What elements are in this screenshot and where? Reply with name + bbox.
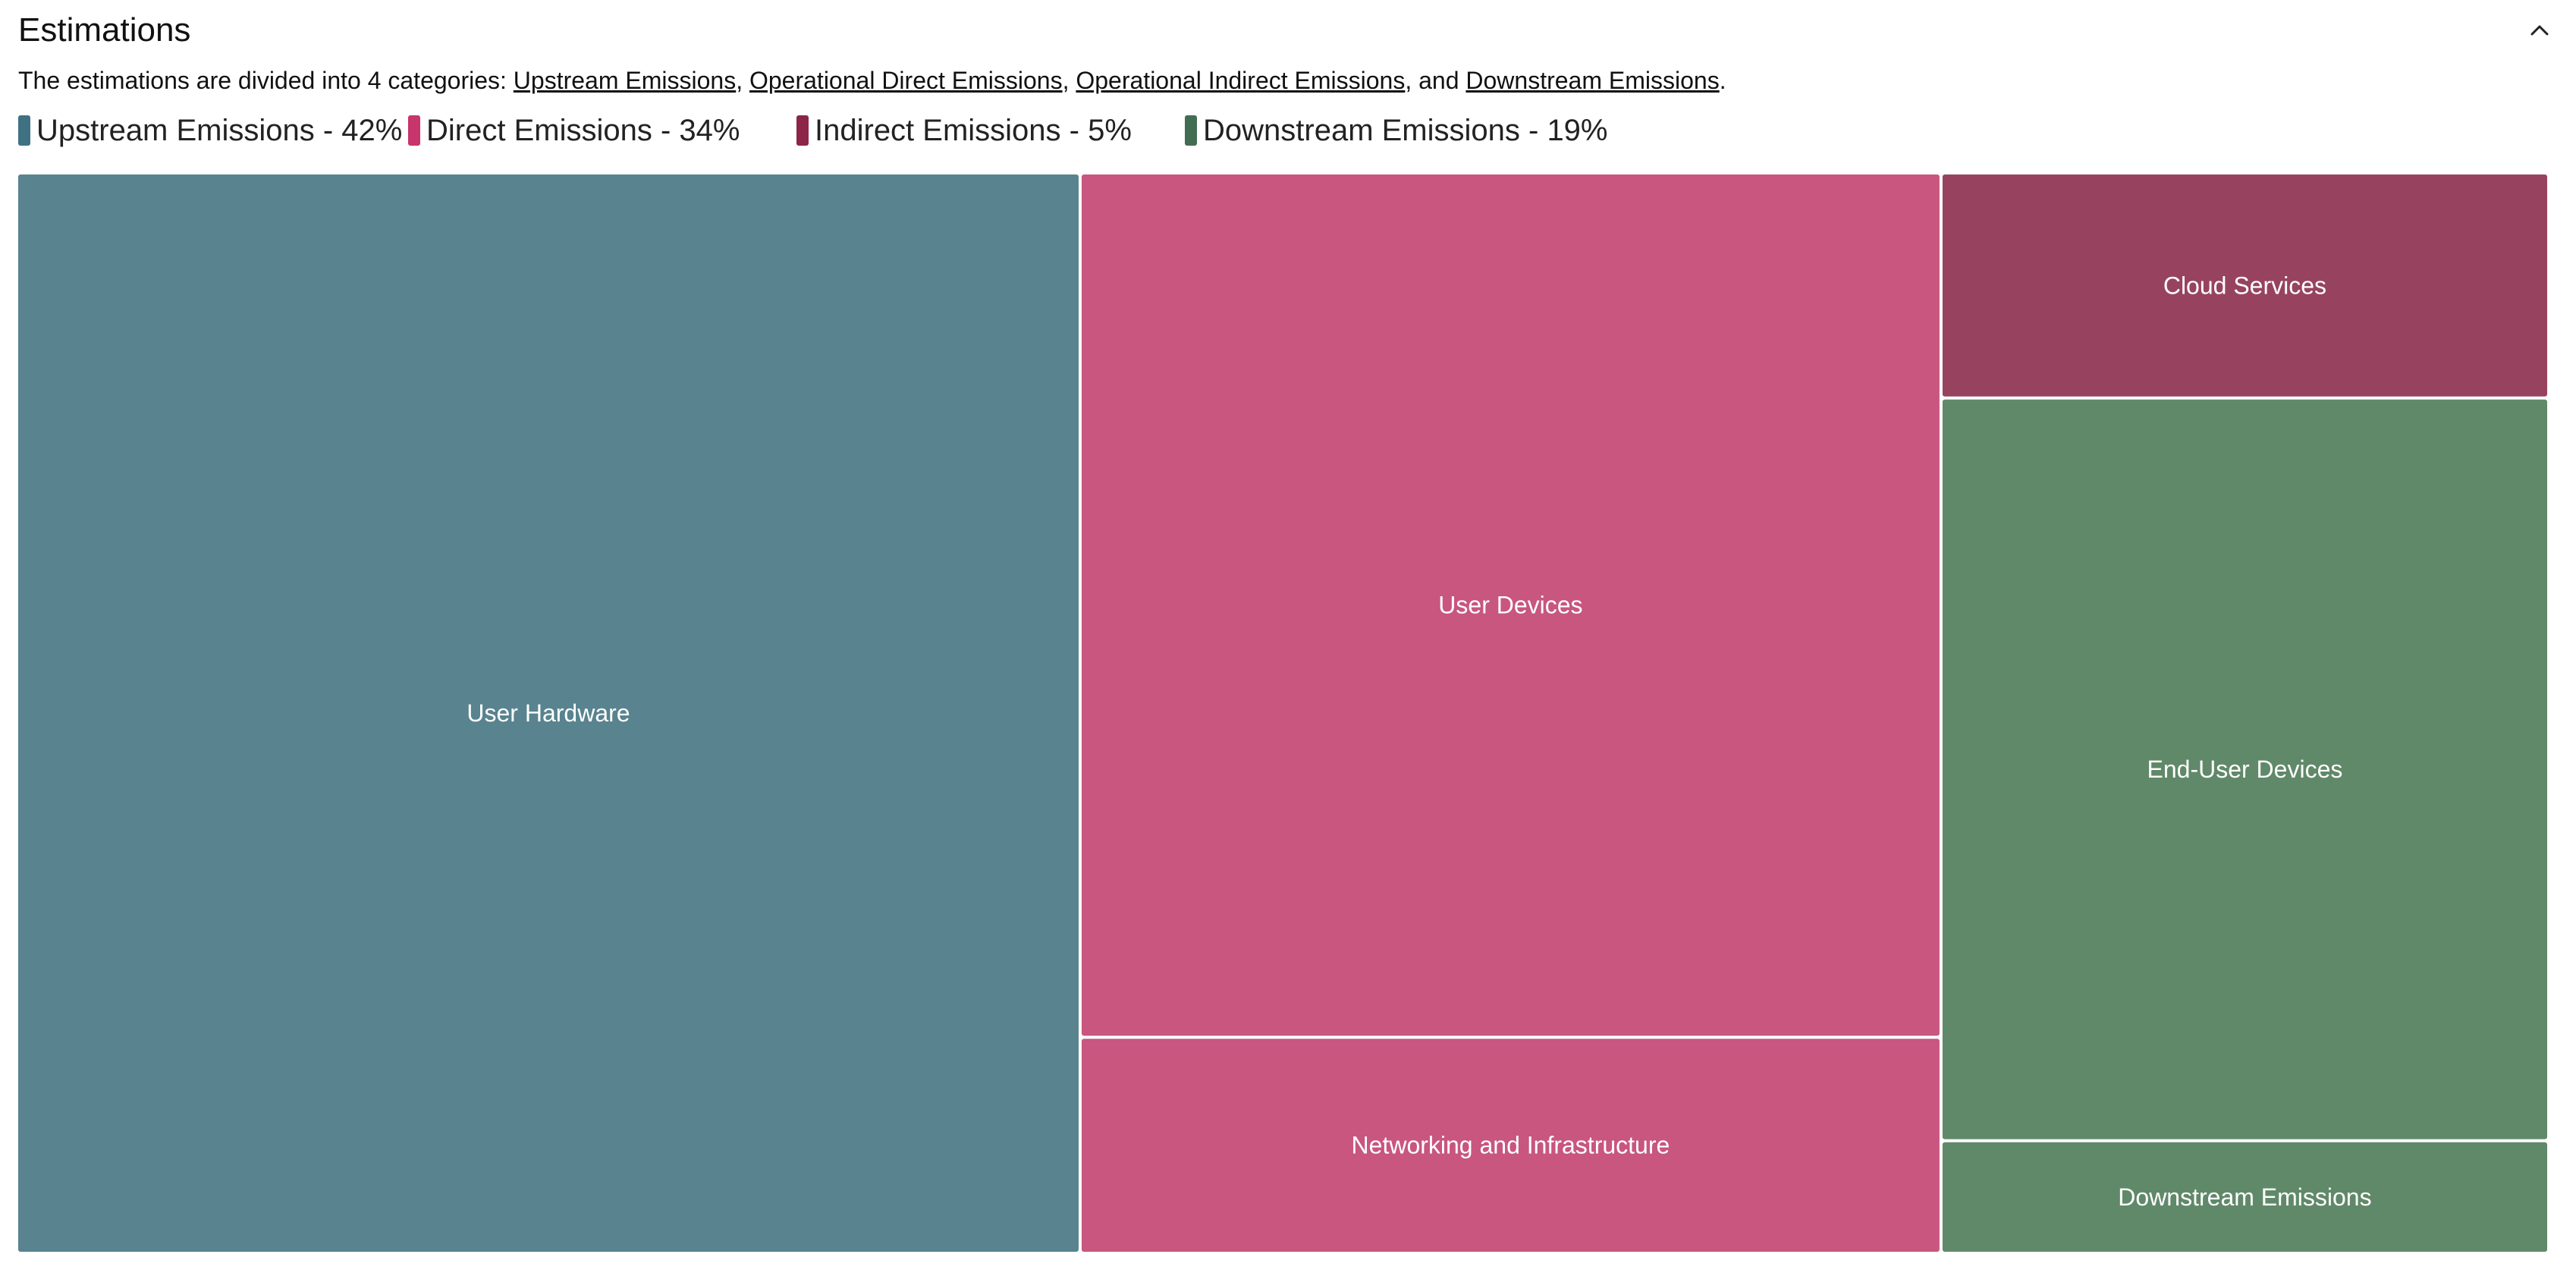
legend-swatch	[18, 115, 30, 146]
description-suffix: .	[1719, 67, 1726, 94]
treemap-label-user-hardware: User Hardware	[467, 699, 630, 727]
link-operational-indirect-emissions[interactable]: Operational Indirect Emissions	[1076, 67, 1406, 94]
separator: , and	[1405, 67, 1466, 94]
link-downstream-emissions[interactable]: Downstream Emissions	[1465, 67, 1720, 94]
collapse-button[interactable]	[2521, 12, 2558, 49]
separator: ,	[736, 67, 749, 94]
treemap-cell-downstream-emissions[interactable]	[1942, 1142, 2547, 1252]
legend-item-direct[interactable]: Direct Emissions - 34%	[408, 109, 740, 152]
legend-label: Downstream Emissions - 19%	[1203, 113, 1608, 147]
legend-swatch	[796, 115, 809, 146]
separator: ,	[1062, 67, 1076, 94]
treemap-label-networking-and-infrastructure: Networking and Infrastructure	[1352, 1132, 1670, 1159]
legend-label: Indirect Emissions - 5%	[815, 113, 1132, 147]
treemap-cell-cloud-services[interactable]	[1942, 174, 2547, 397]
description-prefix: The estimations are divided into 4 categ…	[18, 67, 514, 94]
chevron-up-icon	[2530, 25, 2549, 36]
treemap-label-user-devices: User Devices	[1438, 592, 1582, 619]
legend-swatch	[408, 115, 420, 146]
treemap-label-downstream-emissions: Downstream Emissions	[2118, 1183, 2371, 1211]
treemap-cell-networking-and-infrastructure[interactable]	[1081, 1039, 1940, 1252]
treemap-label-cloud-services: Cloud Services	[2163, 272, 2326, 299]
legend-item-upstream[interactable]: Upstream Emissions - 42%	[18, 109, 402, 152]
link-operational-direct-emissions[interactable]: Operational Direct Emissions	[749, 67, 1063, 94]
legend-item-indirect[interactable]: Indirect Emissions - 5%	[796, 109, 1132, 152]
legend-label: Direct Emissions - 34%	[426, 113, 740, 147]
legend-label: Upstream Emissions - 42%	[36, 113, 403, 147]
treemap-cell-end-user-devices[interactable]	[1942, 399, 2547, 1139]
legend-item-downstream[interactable]: Downstream Emissions - 19%	[1185, 109, 1608, 152]
treemap-label-end-user-devices: End-User Devices	[2147, 756, 2343, 783]
treemap-cell-user-hardware[interactable]	[18, 174, 1079, 1252]
link-upstream-emissions[interactable]: Upstream Emissions	[513, 67, 737, 94]
description: The estimations are divided into 4 categ…	[18, 67, 1726, 95]
legend-swatch	[1185, 115, 1197, 146]
treemap-cell-user-devices[interactable]	[1081, 174, 1940, 1036]
page-title: Estimations	[18, 11, 191, 49]
section-header: Estimations	[18, 6, 2558, 55]
